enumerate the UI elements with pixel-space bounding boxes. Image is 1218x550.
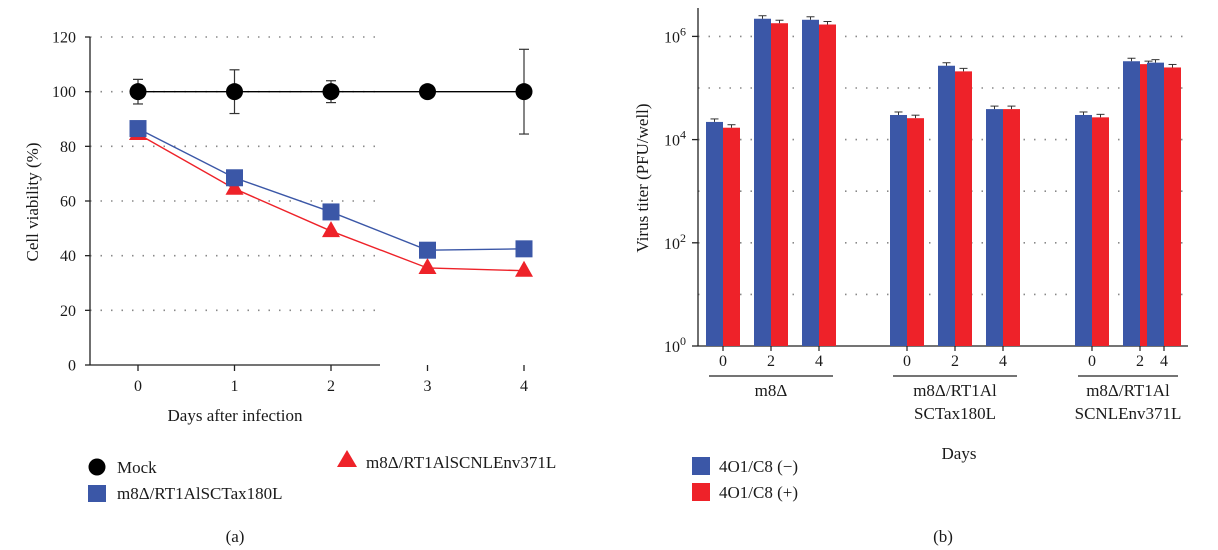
bar-minus	[706, 121, 723, 346]
panel-b-legend: 4O1/C8 (−) 4O1/C8 (+)	[692, 457, 798, 502]
bar-plus	[1164, 67, 1181, 346]
env-point	[225, 178, 244, 195]
bar-plus	[723, 127, 740, 346]
y-tick-label: 100	[664, 334, 686, 356]
mock-point	[515, 83, 533, 101]
group-label: SCTax180L	[914, 404, 996, 423]
legend-env-label: m8Δ/RT1AlSCNLEnv371L	[366, 453, 556, 472]
y-tick-label: 40	[60, 248, 76, 265]
x-tick-label: 4	[1160, 353, 1168, 370]
env-point	[418, 257, 437, 274]
bar-plus	[771, 23, 788, 347]
tax-point	[129, 120, 147, 138]
legend-tax-marker	[88, 485, 106, 502]
x-tick-label: 2	[327, 378, 335, 395]
mock-point	[226, 83, 243, 101]
bar-minus	[754, 18, 771, 347]
legend-tax-label: m8Δ/RT1AlSCTax180L	[117, 484, 283, 503]
bar-minus	[986, 109, 1003, 346]
group-label: m8Δ/RT1Al	[1086, 381, 1170, 400]
panel-a-legend: Mock m8Δ/RT1AlSCTax180L m8Δ/RT1AlSCNLEnv…	[88, 450, 556, 503]
x-tick-label: 4	[520, 378, 528, 395]
panel-a-series	[129, 48, 533, 277]
x-tick-label: 2	[767, 353, 775, 370]
x-tick-label: 0	[134, 378, 142, 395]
group-label: m8Δ	[755, 381, 788, 400]
panel-b-group-labels: m8Δ m8Δ/RT1Al SCTax180L m8Δ/RT1Al SCNLEnv371…	[709, 375, 1182, 423]
x-tick-label: 0	[903, 353, 911, 370]
y-tick-label: 100	[52, 84, 76, 101]
x-tick-label: 1	[231, 378, 239, 395]
legend-mock-marker	[88, 458, 106, 476]
bar-plus	[907, 118, 924, 346]
legend-minus-label: 4O1/C8 (−)	[719, 457, 798, 476]
legend-minus-swatch	[692, 457, 710, 475]
y-tick-label: 0	[68, 358, 76, 375]
x-tick-label: 0	[719, 353, 727, 370]
tax-point	[515, 240, 533, 258]
x-tick-label: 2	[951, 353, 959, 370]
panel-a: 0 20 40 60 80 100 120 0 1 2 3 4 Days after infecti…	[23, 30, 533, 546]
bar-plus	[1003, 109, 1020, 346]
panel-b-y-ticks: 100 102 104 106	[664, 24, 698, 356]
x-tick-label: 0	[1088, 353, 1096, 370]
legend-env-marker	[337, 450, 357, 467]
bar-minus	[1123, 61, 1140, 346]
legend-mock-label: Mock	[117, 458, 157, 477]
legend-plus-swatch	[692, 483, 710, 501]
y-tick-label: 120	[52, 30, 76, 47]
y-tick-label: 104	[664, 128, 686, 150]
bar-minus	[1147, 62, 1164, 346]
bar-plus	[819, 24, 836, 346]
env-point	[322, 221, 340, 238]
y-tick-label: 102	[664, 231, 686, 253]
x-tick-label: 4	[999, 353, 1007, 370]
tax-point	[419, 241, 436, 259]
bar-minus	[890, 114, 907, 346]
panel-a-y-ticks: 0 20 40 60 80 100 120	[52, 30, 90, 375]
mock-point	[419, 83, 436, 101]
bar-minus	[938, 65, 955, 346]
panel-a-x-label: Days after infection	[168, 406, 303, 425]
x-tick-label: 3	[424, 378, 432, 395]
bar-plus	[1092, 117, 1109, 346]
legend-plus-label: 4O1/C8 (+)	[719, 483, 798, 502]
tax-point	[322, 203, 340, 221]
bar-plus	[955, 71, 972, 347]
y-tick-label: 106	[664, 24, 686, 46]
panel-b-y-label: Virus titer (PFU/well)	[633, 103, 652, 252]
tax-point	[226, 169, 243, 187]
panel-a-caption-label: (a)	[226, 527, 245, 546]
bar-minus	[802, 19, 819, 346]
panel-a-y-label: Cell viability (%)	[23, 143, 42, 262]
y-tick-label: 60	[60, 194, 76, 211]
x-tick-label: 4	[815, 353, 823, 370]
panel-b-x-label: Days	[942, 444, 977, 463]
env-point	[515, 260, 533, 277]
panel-b-bars	[706, 15, 1181, 347]
x-tick-label: 2	[1136, 353, 1144, 370]
panel-a-x-ticks: 0 1 2 3 4	[134, 365, 528, 395]
mock-point	[322, 83, 340, 101]
y-tick-label: 80	[60, 139, 76, 156]
group-label: m8Δ/RT1Al	[913, 381, 997, 400]
panel-b-caption-label: (b)	[933, 527, 953, 546]
bar-minus	[1075, 114, 1092, 346]
y-tick-label: 20	[60, 303, 76, 320]
mock-point	[129, 83, 147, 101]
group-label: SCNLEnv371L	[1075, 404, 1182, 423]
